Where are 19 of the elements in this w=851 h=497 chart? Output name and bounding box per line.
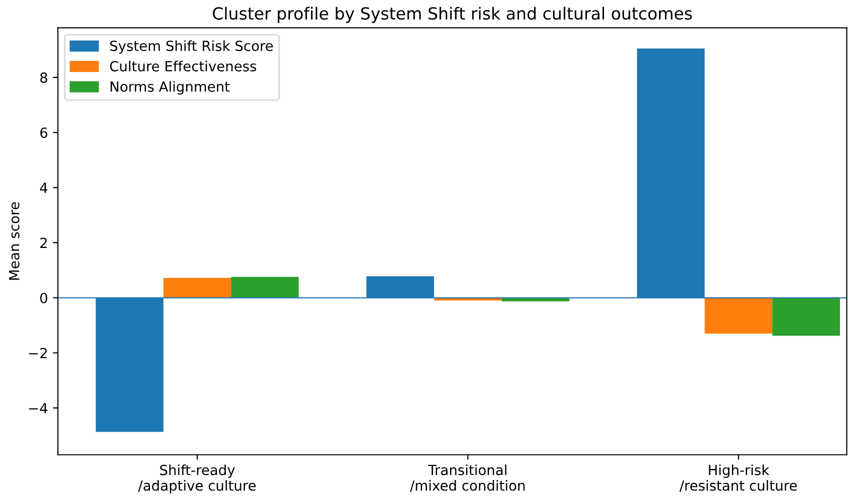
- y-tick-label: −4: [29, 403, 48, 414]
- bar: [704, 298, 772, 334]
- bar: [163, 278, 232, 298]
- y-axis-title: Mean score: [9, 202, 20, 280]
- bar: [772, 298, 840, 336]
- bar: [231, 276, 299, 298]
- chart-title: Cluster profile by System Shift risk and cultural outcomes: [212, 6, 692, 23]
- legend-label: Norms Alignment: [110, 81, 230, 95]
- y-tick-label: 8: [40, 72, 48, 83]
- x-tick-label: High-risk /resistant culture: [679, 464, 797, 492]
- y-tick-label: −2: [29, 348, 47, 358]
- y-tick-label: 2: [40, 238, 47, 248]
- legend-label: Culture Effectiveness: [110, 60, 256, 72]
- y-tick-label: 4: [40, 182, 48, 193]
- y-tick-label: 0: [40, 292, 48, 304]
- x-tick-label: Shift-ready /adaptive culture: [138, 464, 256, 494]
- y-tick-label: 6: [40, 127, 48, 138]
- legend-label: System Shift Risk Score: [110, 40, 273, 54]
- x-tick-label: Transitional /mixed condition: [410, 464, 525, 492]
